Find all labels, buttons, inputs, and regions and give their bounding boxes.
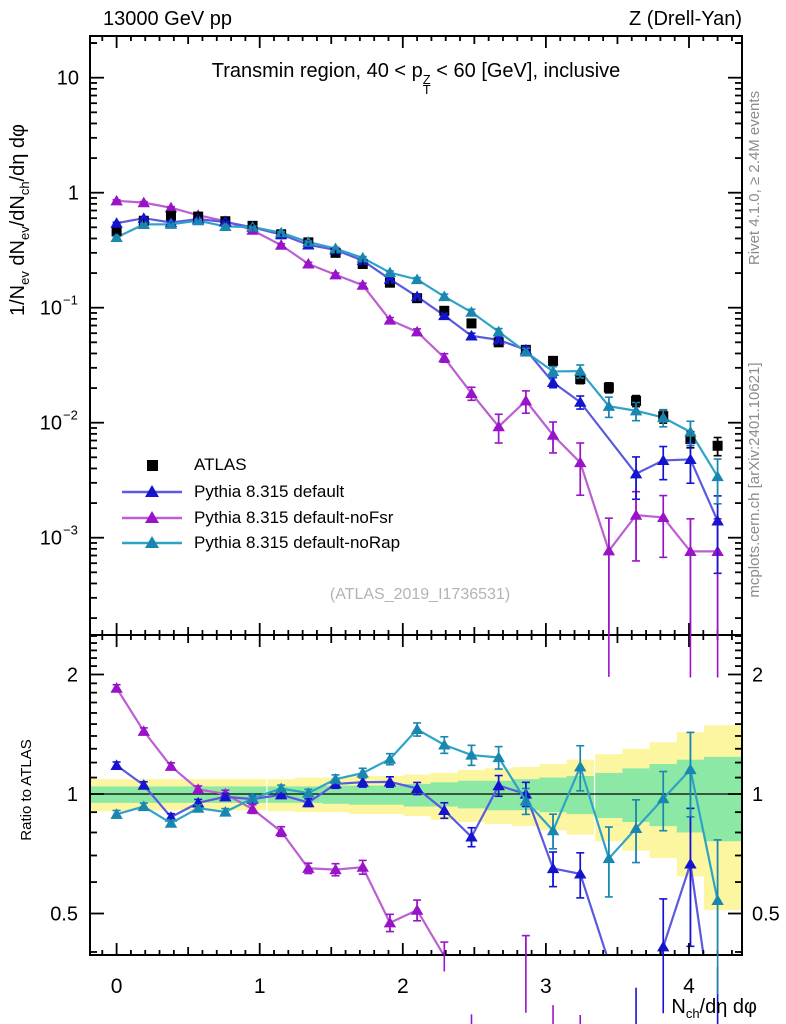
series-line [116,217,719,522]
ratio-band-stat [349,785,377,805]
x-axis-title: Nch/dη dφ [671,996,757,1021]
legend-item-pythia-default: Pythia 8.315 default [120,481,344,503]
header-process: Z (Drell-Yan) [629,8,742,30]
ratio-tick-label-right: 1 [752,784,763,806]
y-tick-exponent: −3 [63,523,78,538]
x-tick-label: 0 [111,975,123,998]
series-line [115,764,705,955]
y-tick-label: 1 [68,183,79,205]
series-line [115,687,445,955]
pythia-nofsr-marker-icon [120,508,184,528]
x-tick-label: 2 [397,975,409,998]
ratio-band-stat [376,785,404,805]
legend-label: Pythia 8.315 default-noFsr [194,508,394,527]
analysis-watermark: (ATLAS_2019_I1736531) [329,586,511,603]
header-beam-energy: 13000 GeV pp [103,8,232,30]
legend-item-pythia-nofsr: Pythia 8.315 default-noFsr [120,507,393,529]
ratio-tick-label: 0.5 [50,904,78,926]
ratio-axis-title: Ratio to ATLAS [18,739,35,841]
legend-item-pythia-norap: Pythia 8.315 default-noRap [120,532,400,554]
series-line [116,219,719,478]
ratio-band-stat [321,785,350,804]
x-tick-label: 1 [254,975,266,998]
ratio-tick-label: 2 [67,664,78,686]
y-tick-label: 10 [57,68,79,90]
y-axis-title: 1/Nev dNev/dNch/dη dφ [7,123,32,317]
main-panel [110,194,724,635]
ratio-tick-label-right: 2 [752,664,763,686]
x-tick-label: 3 [540,975,552,998]
y-tick-label: 10 [40,528,62,550]
legend-label: Pythia 8.315 default-noRap [194,533,401,552]
ratio-tick-label: 1 [67,784,78,806]
legend-label: ATLAS [194,455,247,474]
ratio-panel [90,682,742,955]
ratio-band-stat [703,756,742,842]
y-tick-label: 10 [40,413,62,435]
y-tick-label: 10 [40,298,62,320]
rivet-version-note: Rivet 4.1.0, ≥ 2.4M events [746,90,763,266]
ratio-tick-label-right: 0.5 [752,904,780,926]
y-tick-exponent: −1 [63,293,78,308]
ratio-band-stat [539,777,567,813]
ratio-band-stat [595,772,623,819]
mcplots-arxiv-note: mcplots.cern.ch [arXiv:2401.10621] [746,362,763,598]
atlas-marker-icon [120,455,184,475]
legend-label: Pythia 8.315 default [194,482,345,501]
x-tick-label: 4 [683,975,695,998]
pythia-default-marker-icon [120,482,184,502]
y-tick-exponent: −2 [63,408,78,423]
legend-item-atlas: ATLAS [120,454,247,476]
pythia-norap-marker-icon [120,533,184,553]
